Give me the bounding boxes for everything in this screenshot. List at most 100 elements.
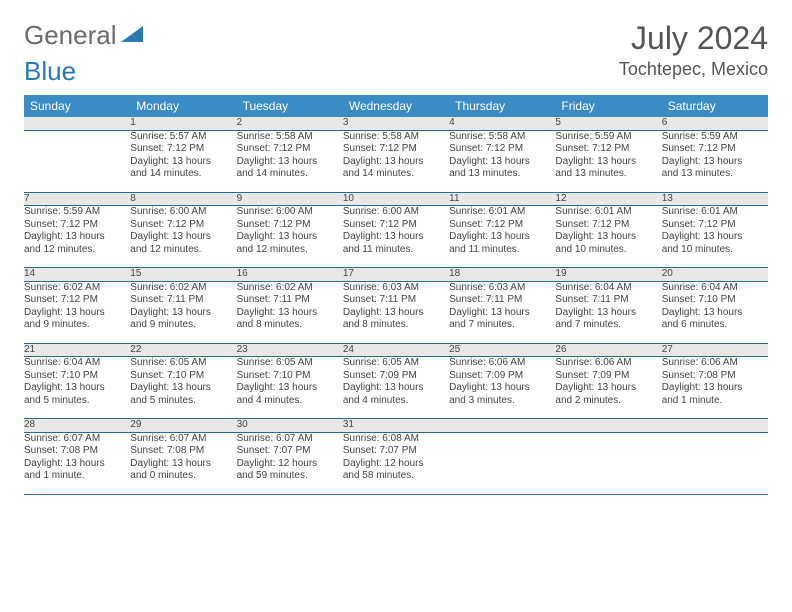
day-cell-line: Sunrise: 6:02 AM: [24, 282, 130, 295]
day-number: 17: [343, 268, 449, 282]
day-cell-line: Daylight: 13 hours: [343, 307, 449, 320]
day-cell: Sunrise: 6:00 AMSunset: 7:12 PMDaylight:…: [130, 206, 236, 268]
day-number: [24, 117, 130, 130]
day-cell-line: and 0 minutes.: [130, 470, 236, 483]
day-number: [555, 419, 661, 433]
day-cell: Sunrise: 6:01 AMSunset: 7:12 PMDaylight:…: [662, 206, 768, 268]
day-cell: Sunrise: 6:08 AMSunset: 7:07 PMDaylight:…: [343, 432, 449, 494]
day-number-row: 78910111213: [24, 192, 768, 206]
day-cell: Sunrise: 6:05 AMSunset: 7:10 PMDaylight:…: [130, 357, 236, 419]
day-number: 5: [555, 117, 661, 130]
day-cell-line: Sunrise: 5:58 AM: [343, 131, 449, 144]
day-cell-line: Sunset: 7:07 PM: [343, 445, 449, 458]
day-cell-line: Daylight: 13 hours: [555, 382, 661, 395]
day-cell: Sunrise: 6:02 AMSunset: 7:12 PMDaylight:…: [24, 281, 130, 343]
day-cell-line: and 7 minutes.: [555, 319, 661, 332]
day-cell-line: Sunset: 7:08 PM: [130, 445, 236, 458]
day-cell-line: and 10 minutes.: [662, 244, 768, 257]
day-cell: Sunrise: 6:01 AMSunset: 7:12 PMDaylight:…: [555, 206, 661, 268]
day-cell-line: Sunrise: 5:57 AM: [130, 131, 236, 144]
day-cell-line: Sunrise: 6:04 AM: [24, 357, 130, 370]
day-cell-line: Sunrise: 6:06 AM: [449, 357, 555, 370]
day-cell-line: Sunset: 7:10 PM: [130, 370, 236, 383]
day-number: 8: [130, 192, 236, 206]
day-cell-line: Sunrise: 6:01 AM: [555, 206, 661, 219]
day-cell-line: Sunrise: 6:03 AM: [449, 282, 555, 295]
day-cell-line: Sunrise: 6:08 AM: [343, 433, 449, 446]
day-cell-line: Sunrise: 5:59 AM: [555, 131, 661, 144]
day-cell-line: and 9 minutes.: [130, 319, 236, 332]
day-cell-line: and 5 minutes.: [130, 395, 236, 408]
day-number: [449, 419, 555, 433]
day-cell-line: Sunrise: 6:05 AM: [237, 357, 343, 370]
day-number: 19: [555, 268, 661, 282]
day-cell-line: Sunrise: 6:00 AM: [130, 206, 236, 219]
day-cell-line: Sunset: 7:12 PM: [24, 219, 130, 232]
day-cell-line: and 8 minutes.: [343, 319, 449, 332]
day-header: Wednesday: [343, 95, 449, 117]
day-cell-line: and 5 minutes.: [24, 395, 130, 408]
day-number-row: 123456: [24, 117, 768, 130]
day-number-row: 28293031: [24, 419, 768, 433]
day-number: 11: [449, 192, 555, 206]
day-cell: Sunrise: 6:03 AMSunset: 7:11 PMDaylight:…: [343, 281, 449, 343]
day-cell-line: Sunrise: 6:06 AM: [662, 357, 768, 370]
day-cell-line: Sunset: 7:11 PM: [130, 294, 236, 307]
day-content-row: Sunrise: 5:57 AMSunset: 7:12 PMDaylight:…: [24, 130, 768, 192]
day-cell-line: and 13 minutes.: [555, 168, 661, 181]
day-cell-line: and 14 minutes.: [343, 168, 449, 181]
day-cell-line: Sunrise: 5:59 AM: [24, 206, 130, 219]
day-header: Saturday: [662, 95, 768, 117]
day-cell-line: Daylight: 13 hours: [237, 382, 343, 395]
day-number: 14: [24, 268, 130, 282]
day-cell-line: and 14 minutes.: [130, 168, 236, 181]
day-number-row: 14151617181920: [24, 268, 768, 282]
day-cell-line: Daylight: 13 hours: [130, 382, 236, 395]
day-cell-line: Sunset: 7:09 PM: [449, 370, 555, 383]
day-cell-line: Daylight: 13 hours: [130, 307, 236, 320]
month-title: July 2024: [619, 20, 768, 57]
day-cell-line: and 58 minutes.: [343, 470, 449, 483]
day-cell-line: Daylight: 13 hours: [449, 231, 555, 244]
day-number: 7: [24, 192, 130, 206]
day-number-row: 21222324252627: [24, 343, 768, 357]
day-cell: Sunrise: 6:00 AMSunset: 7:12 PMDaylight:…: [343, 206, 449, 268]
day-cell: Sunrise: 6:00 AMSunset: 7:12 PMDaylight:…: [237, 206, 343, 268]
day-cell-line: Daylight: 13 hours: [237, 156, 343, 169]
day-cell-line: Sunrise: 6:00 AM: [343, 206, 449, 219]
day-cell-line: and 13 minutes.: [449, 168, 555, 181]
day-cell-line: Sunset: 7:12 PM: [343, 143, 449, 156]
day-cell-line: Daylight: 13 hours: [24, 307, 130, 320]
day-cell-line: Sunset: 7:12 PM: [130, 143, 236, 156]
day-cell-line: Sunset: 7:09 PM: [555, 370, 661, 383]
day-cell: Sunrise: 6:07 AMSunset: 7:07 PMDaylight:…: [237, 432, 343, 494]
day-cell-line: Daylight: 13 hours: [662, 156, 768, 169]
day-cell-line: Sunrise: 6:04 AM: [555, 282, 661, 295]
day-cell: Sunrise: 5:58 AMSunset: 7:12 PMDaylight:…: [237, 130, 343, 192]
day-cell-line: and 12 minutes.: [237, 244, 343, 257]
day-cell-line: Daylight: 13 hours: [130, 231, 236, 244]
day-cell-line: Sunset: 7:12 PM: [237, 219, 343, 232]
day-cell: Sunrise: 6:06 AMSunset: 7:08 PMDaylight:…: [662, 357, 768, 419]
day-number: 25: [449, 343, 555, 357]
day-cell: [449, 432, 555, 494]
day-cell-line: Sunset: 7:12 PM: [130, 219, 236, 232]
day-cell-line: Daylight: 13 hours: [237, 307, 343, 320]
day-cell-line: Daylight: 13 hours: [130, 156, 236, 169]
day-number: 21: [24, 343, 130, 357]
day-cell-line: Sunset: 7:12 PM: [24, 294, 130, 307]
day-header: Thursday: [449, 95, 555, 117]
day-cell: Sunrise: 6:04 AMSunset: 7:11 PMDaylight:…: [555, 281, 661, 343]
day-cell: Sunrise: 5:58 AMSunset: 7:12 PMDaylight:…: [343, 130, 449, 192]
day-cell-line: Daylight: 13 hours: [555, 156, 661, 169]
day-cell-line: Sunrise: 6:06 AM: [555, 357, 661, 370]
day-cell: Sunrise: 6:06 AMSunset: 7:09 PMDaylight:…: [449, 357, 555, 419]
day-cell: Sunrise: 5:59 AMSunset: 7:12 PMDaylight:…: [24, 206, 130, 268]
day-number: 16: [237, 268, 343, 282]
day-cell-line: Sunset: 7:07 PM: [237, 445, 343, 458]
day-cell-line: and 14 minutes.: [237, 168, 343, 181]
calendar-table: SundayMondayTuesdayWednesdayThursdayFrid…: [24, 95, 768, 495]
day-number: 6: [662, 117, 768, 130]
day-number: 26: [555, 343, 661, 357]
day-header: Tuesday: [237, 95, 343, 117]
